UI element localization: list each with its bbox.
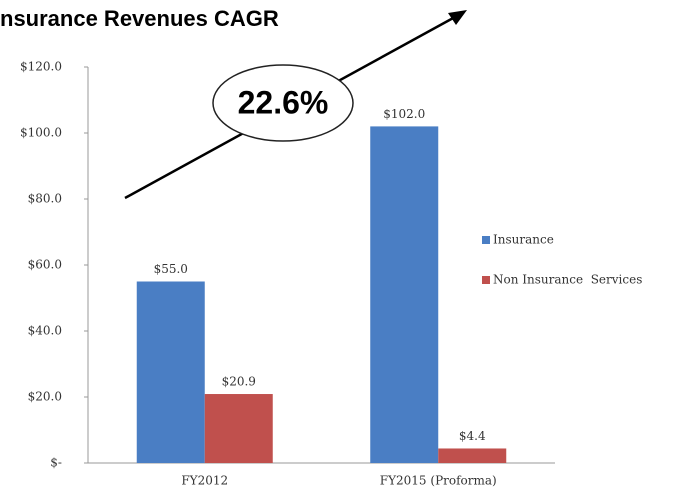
legend-swatch — [482, 236, 490, 244]
bar — [438, 448, 507, 463]
chart-title: nsurance Revenues CAGR — [0, 6, 279, 31]
annotation-ellipse — [212, 64, 354, 142]
y-tick-label: $100.0 — [20, 126, 62, 140]
arrow-head — [448, 10, 467, 25]
legend-swatch — [482, 276, 490, 284]
value-label: $55.0 — [154, 262, 188, 276]
y-tick-label: $40.0 — [28, 324, 62, 338]
y-tick-label: $- — [50, 456, 62, 470]
value-label: $4.4 — [459, 429, 486, 443]
value-label: $102.0 — [383, 107, 425, 121]
y-tick-label: $80.0 — [28, 192, 62, 206]
y-tick-label: $120.0 — [20, 60, 62, 74]
legend-label: Insurance — [493, 233, 554, 247]
x-tick-label: FY2015 (Proforma) — [380, 474, 497, 488]
value-label: $20.9 — [222, 375, 256, 389]
legend-label: Non Insurance Services — [493, 273, 642, 287]
y-tick-label: $20.0 — [28, 390, 62, 404]
bar — [370, 126, 439, 464]
x-tick-label: FY2012 — [181, 474, 228, 488]
y-tick-label: $60.0 — [28, 258, 62, 272]
bar — [136, 281, 205, 463]
bar — [204, 394, 273, 463]
annotation: 22.6% — [238, 84, 329, 120]
